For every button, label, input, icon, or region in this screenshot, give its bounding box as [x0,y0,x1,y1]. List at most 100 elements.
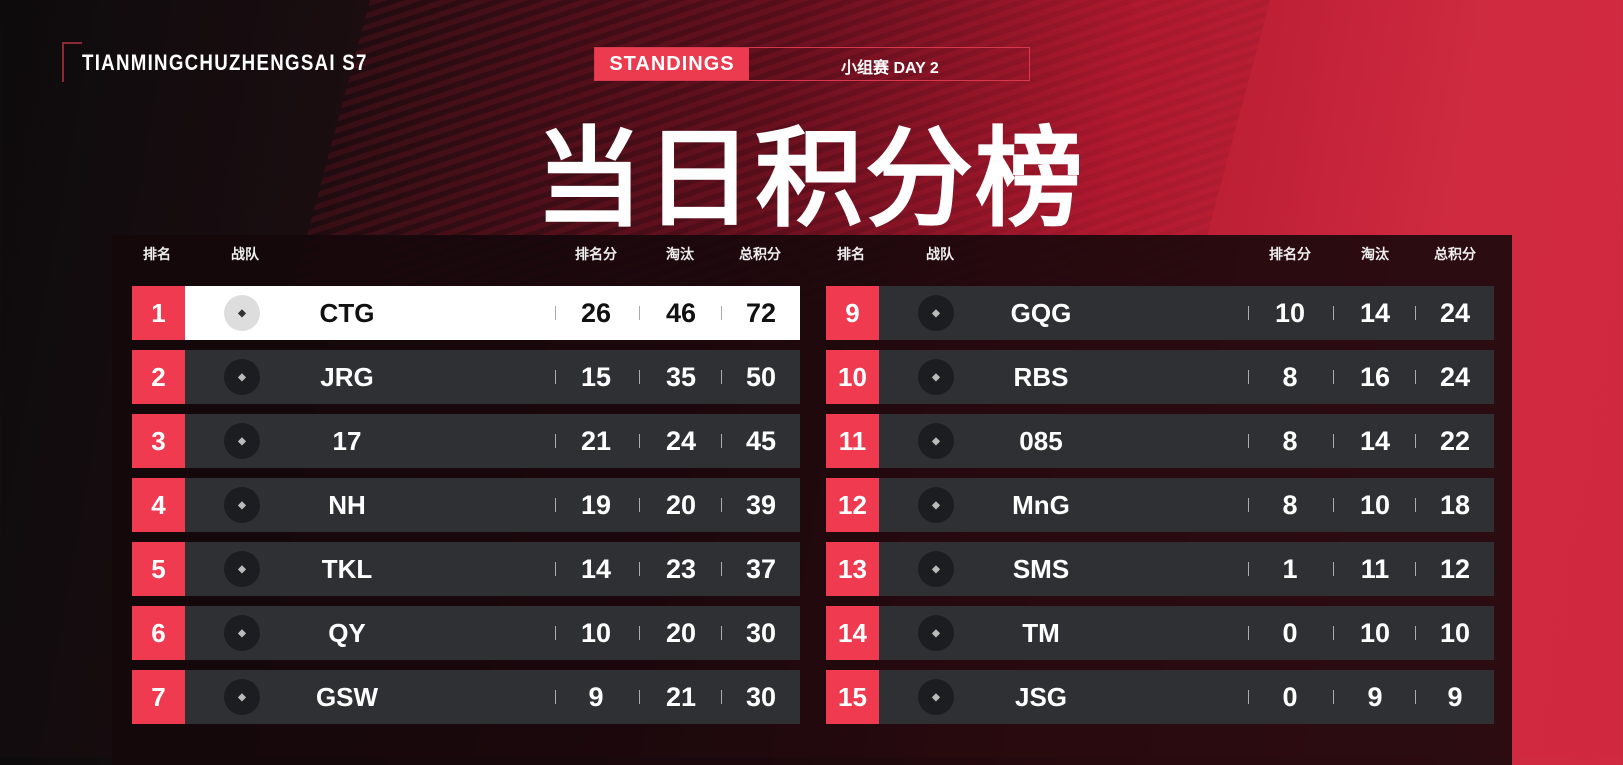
total-points: 24 [1439,297,1471,328]
team-logo-icon: ◆ [918,359,954,395]
team-name: RBS [1013,361,1069,392]
team-logo-icon: ◆ [918,615,954,651]
divider [1415,370,1416,384]
team-logo-icon: ◆ [224,295,260,331]
divider [639,306,640,320]
header-placement: 排名分 [575,247,617,263]
placement-points: 14 [580,553,612,584]
divider [1333,562,1334,576]
team-logo-icon: ◆ [918,295,954,331]
team-name: NH [328,489,366,520]
header-rank: 排名 [837,247,865,263]
divider [555,498,556,512]
standings-banner: STANDINGS 小组赛 DAY 2 [594,47,1030,81]
total-points: 30 [745,617,777,648]
team-name: TM [1022,617,1060,648]
kill-points: 14 [1359,425,1391,456]
divider [1333,498,1334,512]
rank-badge: 11 [826,414,879,468]
header-total: 总积分 [739,247,781,263]
standings-row: 12 ◆ MnG 8 10 18 [826,478,1494,532]
total-points: 45 [745,425,777,456]
kill-points: 11 [1360,553,1390,584]
kill-points: 23 [665,553,697,584]
team-name: GQG [1010,297,1072,328]
team-logo-icon: ◆ [224,551,260,587]
team-name: JSG [1014,681,1068,712]
divider [1248,626,1249,640]
total-points: 39 [745,489,777,520]
divider [639,498,640,512]
total-points: 24 [1439,361,1471,392]
divider [1248,370,1249,384]
rank-badge: 13 [826,542,879,596]
divider [721,498,722,512]
divider [1248,690,1249,704]
total-points: 18 [1439,489,1471,520]
standings-row: 7 ◆ GSW 9 21 30 [132,670,800,724]
team-logo-icon: ◆ [918,679,954,715]
total-points: 50 [745,361,777,392]
divider [555,562,556,576]
divider [721,626,722,640]
divider [1415,434,1416,448]
kill-points: 10 [1359,617,1391,648]
divider [1248,434,1249,448]
team-name: QY [328,617,366,648]
divider [639,562,640,576]
total-points: 72 [745,297,777,328]
total-points: 9 [1447,681,1463,712]
placement-points: 9 [588,681,604,712]
divider [555,434,556,448]
standings-row: 11 ◆ 085 8 14 22 [826,414,1494,468]
standings-row: 1 ◆ CTG 26 46 72 [132,286,800,340]
divider [1248,306,1249,320]
standings-row: 13 ◆ SMS 1 11 12 [826,542,1494,596]
kill-points: 35 [665,361,697,392]
divider [1333,690,1334,704]
header-team: 战队 [231,247,259,263]
placement-points: 19 [580,489,612,520]
kill-points: 14 [1359,297,1391,328]
kill-points: 24 [665,425,697,456]
divider [1248,562,1249,576]
standings-badge: STANDINGS [595,48,749,80]
rank-badge: 6 [132,606,185,660]
kill-points: 16 [1359,361,1391,392]
standings-row: 4 ◆ NH 19 20 39 [132,478,800,532]
divider [1415,306,1416,320]
placement-points: 8 [1282,425,1298,456]
divider [1333,626,1334,640]
divider [1333,306,1334,320]
kill-points: 20 [665,489,697,520]
standings-row: 6 ◆ QY 10 20 30 [132,606,800,660]
kill-points: 9 [1367,681,1383,712]
page-title: 当日积分榜 [535,117,1086,242]
standings-row: 14 ◆ TM 0 10 10 [826,606,1494,660]
header-team: 战队 [926,247,954,263]
kill-points: 10 [1359,489,1391,520]
divider [1415,690,1416,704]
tournament-name: TIANMINGCHUZHENGSAI S7 [82,50,368,75]
team-logo-icon: ◆ [224,615,260,651]
rank-badge: 5 [132,542,185,596]
divider [555,370,556,384]
placement-points: 0 [1282,617,1298,648]
total-points: 22 [1439,425,1471,456]
team-name: GSW [315,681,379,712]
team-logo-icon: ◆ [918,551,954,587]
divider [1248,498,1249,512]
rank-badge: 10 [826,350,879,404]
rank-badge: 4 [132,478,185,532]
total-points: 30 [745,681,777,712]
total-points: 10 [1439,617,1471,648]
team-logo-icon: ◆ [224,423,260,459]
rank-badge: 7 [132,670,185,724]
divider [721,690,722,704]
divider [639,626,640,640]
team-name: 17 [332,425,362,456]
divider [1415,626,1416,640]
divider [721,306,722,320]
rank-badge: 14 [826,606,879,660]
rank-badge: 12 [826,478,879,532]
